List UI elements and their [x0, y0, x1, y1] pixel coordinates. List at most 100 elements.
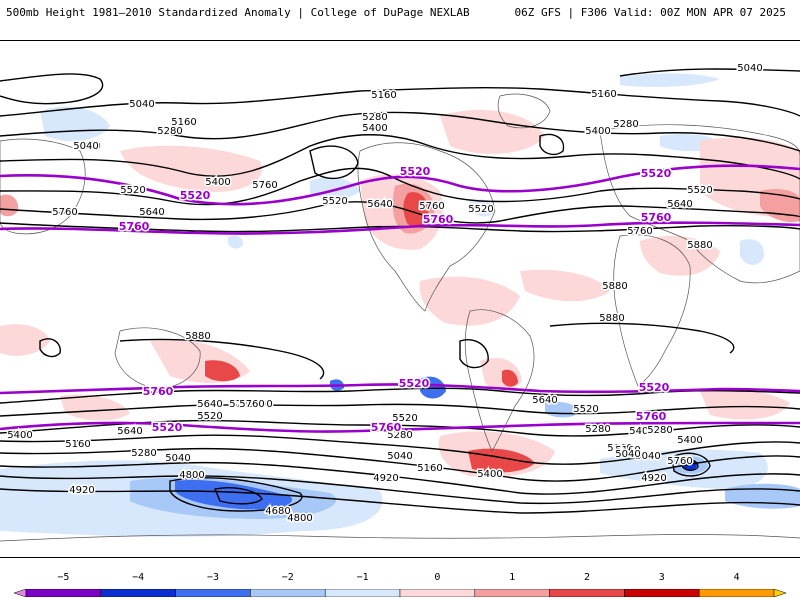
colorbar-tick-label: 3 — [658, 572, 665, 583]
pos-anomaly-west-edge — [0, 194, 19, 217]
contour-label: 5760 — [627, 226, 652, 237]
coastline-australia — [114, 327, 201, 390]
contour-label: 5520 — [197, 411, 222, 422]
contour-label: 5520 — [687, 185, 712, 196]
contour-label: 5400 — [7, 430, 32, 441]
contour-label: 4800 — [179, 470, 204, 481]
colorbar-min-arrow — [14, 589, 27, 597]
pos-anomaly-south-west — [60, 394, 130, 421]
contour-label: 5640 — [117, 426, 142, 437]
colorbar-bin — [549, 589, 625, 597]
coastline-africa — [613, 234, 691, 387]
contour-label: 5400 — [205, 177, 230, 188]
contour-label: 5280 — [647, 425, 672, 436]
contour-5640-north — [0, 201, 800, 224]
contour-5040-north — [0, 73, 104, 105]
contour-label: 5760 — [52, 207, 77, 218]
contour-label: 5640 — [197, 399, 222, 410]
contour-label: 5160 — [171, 117, 196, 128]
pos-anomaly-south-pacific-west-core — [205, 360, 240, 382]
contour-5040-south — [0, 475, 800, 505]
highlight-5760-north — [0, 221, 800, 235]
contour-label: 5520 — [573, 404, 598, 415]
neg-anomaly-north-pacific — [40, 106, 110, 142]
height-contours — [0, 68, 800, 514]
contour-asia-loop — [539, 133, 565, 156]
highlight-contour-label: 5520 — [152, 421, 183, 434]
coastline-greenland — [497, 93, 551, 129]
colorbar-max-arrow — [773, 589, 786, 597]
contour-label: 5520 — [120, 185, 145, 196]
highlight-contour-label: 5760 — [423, 213, 454, 226]
colorbar-strip — [14, 589, 786, 597]
highlight-contour-label: 5760 — [641, 211, 672, 224]
contour-5400-south — [0, 434, 800, 465]
pos-anomaly-south-indian-east — [700, 388, 790, 420]
contour-label: 5400 — [677, 435, 702, 446]
contour-label: 5280 — [585, 424, 610, 435]
contour-label: 5160 — [371, 90, 396, 101]
contour-label: 5520 — [392, 413, 417, 424]
colorbar-tick-label: 4 — [733, 572, 740, 583]
contour-label: 5760 — [667, 456, 692, 467]
contour-5280-south — [0, 447, 800, 482]
colorbar: −5−4−3−2−1012345 — [0, 572, 800, 600]
pos-anomaly-south-atlantic-core — [502, 369, 518, 387]
contour-5520-north — [0, 167, 800, 206]
colorbar-bin — [25, 589, 102, 597]
pos-anomaly-north-atlantic — [440, 109, 545, 154]
contour-label: 5520 — [322, 196, 347, 207]
contour-5280-north — [0, 111, 800, 152]
contour-5400-north — [0, 134, 800, 180]
contour-label: 5760 — [229, 399, 254, 410]
coastline-north-america — [357, 142, 496, 312]
highlight-contour-label: 5520 — [399, 377, 430, 390]
contour-label: 5280 — [131, 448, 156, 459]
coastline-eurasia — [599, 124, 800, 284]
contour-4680-south-loop — [214, 487, 263, 505]
contour-label: 5400 — [477, 469, 502, 480]
contour-label: 5760 — [419, 201, 444, 212]
coastline-south-america — [464, 309, 535, 452]
contour-label: 5160 — [591, 89, 616, 100]
coastline-asia-west — [0, 138, 86, 235]
contour-label: 4680 — [265, 506, 290, 517]
neg-anomaly-asia — [740, 239, 765, 266]
contour-5880-tropic-west — [119, 338, 325, 380]
contour-label: 5400 — [629, 426, 654, 437]
contour-label: 4920 — [69, 485, 94, 496]
contour-label: 5280 — [157, 126, 182, 137]
highlight-contour-label: 5760 — [636, 410, 667, 423]
coastlines — [0, 93, 800, 542]
pos-anomaly-north-pacific — [120, 145, 262, 192]
colorbar-bin — [175, 589, 251, 597]
contour-label: 5760 — [239, 399, 264, 410]
contour-label: 5040 — [615, 449, 640, 460]
contour-label: 5160 — [607, 443, 632, 454]
pos-anomaly-europe-core — [760, 189, 800, 223]
neg-anomaly-south-pacific-mid — [420, 376, 446, 399]
colorbar-bin — [624, 589, 700, 597]
colorbar-bin — [324, 589, 401, 597]
contour-4920-south — [0, 488, 800, 514]
contour-label: 5640 — [367, 199, 392, 210]
highlight-contour-label: 5520 — [639, 381, 670, 394]
contour-label: 5040 — [635, 451, 660, 462]
colorbar-tick-label: −2 — [281, 572, 294, 583]
contour-5640-south — [0, 403, 800, 417]
contour-label: 5640 — [667, 199, 692, 210]
coastline-antarctica — [0, 534, 800, 542]
contour-5040-north-east — [619, 68, 800, 77]
contour-label: 5400 — [585, 126, 610, 137]
pos-anomaly-tropical-east — [520, 269, 610, 302]
map-title: 500mb Height 1981–2010 Standardized Anom… — [6, 6, 470, 19]
contour-label: 5040 — [165, 453, 190, 464]
contour-label: 5640 — [532, 395, 557, 406]
contour-south-pacific-low — [671, 452, 711, 477]
contour-label: 5400 — [362, 123, 387, 134]
contour-label: 5280 — [362, 112, 387, 123]
contour-label: 5520 — [468, 204, 493, 215]
colorbar-tick-label: 0 — [434, 572, 441, 583]
